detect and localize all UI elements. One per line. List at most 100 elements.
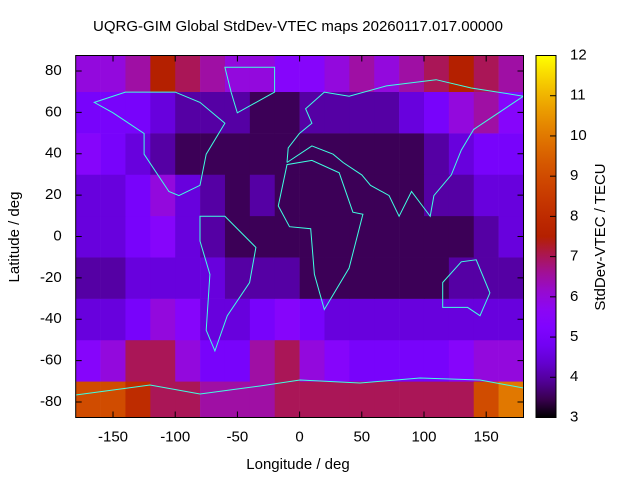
- heatmap-cell: [125, 339, 151, 382]
- colorbar-label: StdDev-VTEC / TECU: [592, 163, 609, 310]
- heatmap-cell: [125, 215, 151, 258]
- heatmap-cell: [100, 133, 126, 175]
- heatmap-cell: [374, 133, 400, 175]
- heatmap-cell: [324, 257, 350, 299]
- heatmap-cell: [249, 55, 276, 92]
- heatmap-cell: [299, 298, 325, 341]
- heatmap: [75, 55, 524, 418]
- heatmap-cell: [150, 133, 176, 175]
- heatmap-cell: [349, 174, 375, 217]
- y-tick-label: -20: [40, 269, 62, 286]
- colorbar-tick-label: 12: [570, 46, 587, 63]
- heatmap-cell: [423, 257, 450, 299]
- coastline: [286, 95, 524, 218]
- heatmap-cell: [374, 55, 400, 92]
- x-tick-label: -100: [160, 428, 190, 445]
- heatmap-cell: [448, 91, 475, 134]
- heatmap-cell: [224, 215, 251, 258]
- heatmap-cell: [100, 174, 126, 217]
- heatmap-cell: [473, 133, 499, 175]
- heatmap-cell: [399, 55, 425, 92]
- heatmap-cell: [125, 298, 151, 341]
- heatmap-cell: [423, 133, 450, 175]
- heatmap-cell: [448, 55, 475, 92]
- heatmap-cell: [200, 55, 226, 92]
- heatmap-cell: [200, 381, 226, 418]
- colorbar-tick-label: 5: [570, 328, 578, 345]
- heatmap-cell: [374, 91, 400, 134]
- heatmap-cell: [274, 257, 300, 299]
- heatmap-cell: [175, 55, 201, 92]
- heatmap-cell: [249, 298, 276, 341]
- y-tick-label: 40: [45, 145, 62, 162]
- heatmap-cell: [100, 55, 126, 92]
- coastline: [93, 91, 226, 197]
- heatmap-cell: [274, 55, 300, 92]
- heatmap-cell: [150, 55, 176, 92]
- heatmap-cell: [399, 257, 425, 299]
- x-tick-label: 0: [295, 428, 303, 445]
- colorbar-tick-label: 9: [570, 167, 578, 184]
- heatmap-cell: [200, 133, 226, 175]
- heatmap-cell: [448, 381, 475, 418]
- heatmap-cell: [75, 381, 101, 418]
- heatmap-cell: [423, 298, 450, 341]
- heatmap-cell: [324, 91, 350, 134]
- heatmap-cell: [200, 215, 226, 258]
- heatmap-cell: [374, 257, 400, 299]
- heatmap-cell: [224, 133, 251, 175]
- heatmap-cell: [175, 133, 201, 175]
- heatmap-cell: [473, 174, 499, 217]
- x-tick-label: -50: [227, 428, 249, 445]
- heatmap-cell: [374, 298, 400, 341]
- heatmap-cell: [249, 381, 276, 418]
- coastline: [286, 79, 524, 163]
- heatmap-cell: [150, 174, 176, 217]
- heatmap-cell: [399, 339, 425, 382]
- heatmap-cell: [224, 257, 251, 299]
- heatmap-cell: [100, 339, 126, 382]
- heatmap-cell: [150, 381, 176, 418]
- heatmap-cell: [473, 55, 499, 92]
- heatmap-cell: [423, 339, 450, 382]
- coastline: [224, 66, 276, 114]
- heatmap-cell: [448, 174, 475, 217]
- heatmap-cell: [125, 257, 151, 299]
- heatmap-cell: [125, 174, 151, 217]
- heatmap-cell: [249, 133, 276, 175]
- heatmap-cell: [75, 55, 101, 92]
- coastline: [277, 159, 364, 311]
- colorbar-tick-label: 6: [570, 288, 578, 305]
- colorbar-tick-label: 8: [570, 207, 578, 224]
- coastline: [199, 215, 257, 353]
- heatmap-cell: [150, 91, 176, 134]
- heatmap-cell: [324, 174, 350, 217]
- heatmap-cell: [299, 55, 325, 92]
- y-axis-label: Latitude / deg: [6, 192, 23, 283]
- heatmap-cell: [399, 381, 425, 418]
- heatmap-cell: [299, 91, 325, 134]
- heatmap-cell: [175, 381, 201, 418]
- colorbar: [535, 55, 557, 418]
- heatmap-cell: [150, 257, 176, 299]
- heatmap-cell: [299, 133, 325, 175]
- coastline: [442, 259, 491, 317]
- heatmap-cell: [473, 381, 499, 418]
- heatmap-cell: [200, 257, 226, 299]
- heatmap-cell: [274, 298, 300, 341]
- heatmap-cell: [324, 339, 350, 382]
- x-tick-label: -150: [98, 428, 128, 445]
- heatmap-cell: [100, 381, 126, 418]
- coastlines: [75, 66, 524, 396]
- colorbar-tick-label: 3: [570, 408, 578, 425]
- heatmap-cell: [125, 133, 151, 175]
- heatmap-cell: [349, 381, 375, 418]
- heatmap-cell: [324, 381, 350, 418]
- heatmap-cell: [423, 174, 450, 217]
- heatmap-cell: [249, 215, 276, 258]
- y-tick-label: 0: [53, 227, 61, 244]
- heatmap-cell: [399, 91, 425, 134]
- heatmap-cell: [448, 133, 475, 175]
- y-tick-label: 20: [45, 186, 62, 203]
